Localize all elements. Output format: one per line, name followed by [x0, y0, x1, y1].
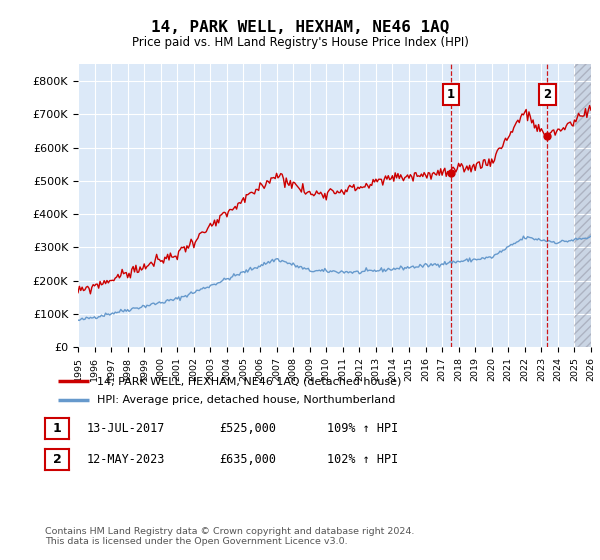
Text: 102% ↑ HPI: 102% ↑ HPI	[327, 452, 398, 466]
Text: 1: 1	[447, 88, 455, 101]
Text: Price paid vs. HM Land Registry's House Price Index (HPI): Price paid vs. HM Land Registry's House …	[131, 36, 469, 49]
Text: 14, PARK WELL, HEXHAM, NE46 1AQ (detached house): 14, PARK WELL, HEXHAM, NE46 1AQ (detache…	[97, 376, 401, 386]
Bar	[574, 64, 591, 347]
Text: 1: 1	[53, 422, 61, 435]
Text: 2: 2	[53, 452, 61, 466]
Text: 109% ↑ HPI: 109% ↑ HPI	[327, 422, 398, 435]
Bar	[574, 64, 591, 347]
Text: £635,000: £635,000	[219, 452, 276, 466]
Text: Contains HM Land Registry data © Crown copyright and database right 2024.
This d: Contains HM Land Registry data © Crown c…	[45, 526, 415, 546]
Text: HPI: Average price, detached house, Northumberland: HPI: Average price, detached house, Nort…	[97, 395, 395, 405]
Text: 12-MAY-2023: 12-MAY-2023	[87, 452, 166, 466]
Text: 14, PARK WELL, HEXHAM, NE46 1AQ: 14, PARK WELL, HEXHAM, NE46 1AQ	[151, 20, 449, 35]
Text: 2: 2	[544, 88, 551, 101]
Text: £525,000: £525,000	[219, 422, 276, 435]
Text: 13-JUL-2017: 13-JUL-2017	[87, 422, 166, 435]
